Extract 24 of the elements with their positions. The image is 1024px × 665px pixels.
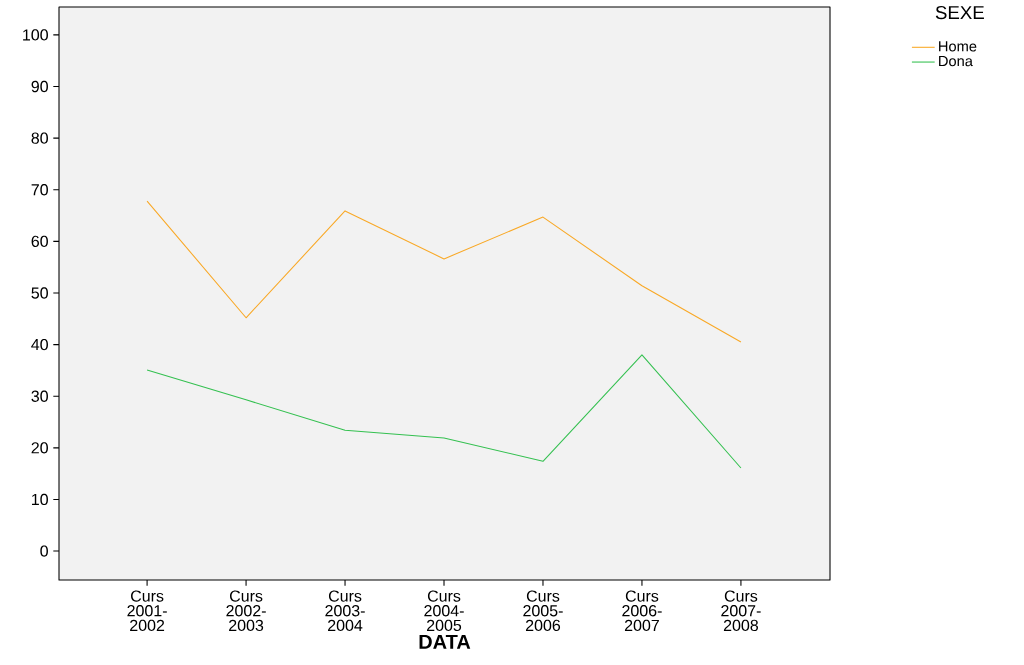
y-tick-label: 70 [31,184,48,196]
y-tick-label: 10 [32,493,48,506]
legend-title: SEXE [935,5,984,20]
y-tick-label: 0 [40,545,48,557]
legend-label: Home [939,41,977,52]
x-tick-label: Curs 2002-2003 [226,590,266,632]
y-tick-label: 60 [31,235,48,248]
line-series [146,200,742,343]
x-tick-label: Curs 2003-2004 [325,590,365,632]
y-tick-label: 30 [31,390,48,402]
y-tick-label: 90 [31,80,48,93]
x-tick-label: Curs 2006-2007 [622,590,662,632]
x-tick-label: Curs 2001-2002 [127,590,167,632]
y-tick-label: 100 [23,29,48,41]
x-tick-label: Curs 2004-2005 [424,590,464,632]
x-tick-label: Curs 2005-2006 [523,590,563,632]
x-axis-title: DATA [419,634,471,649]
line-series [146,354,742,469]
y-tick-label: 20 [31,442,48,454]
y-tick-label: 40 [31,338,48,351]
y-tick-label: 80 [31,132,48,144]
legend-label: Dona [939,56,973,67]
x-tick-label: Curs 2007-2008 [721,590,761,632]
y-tick-label: 50 [31,287,48,299]
